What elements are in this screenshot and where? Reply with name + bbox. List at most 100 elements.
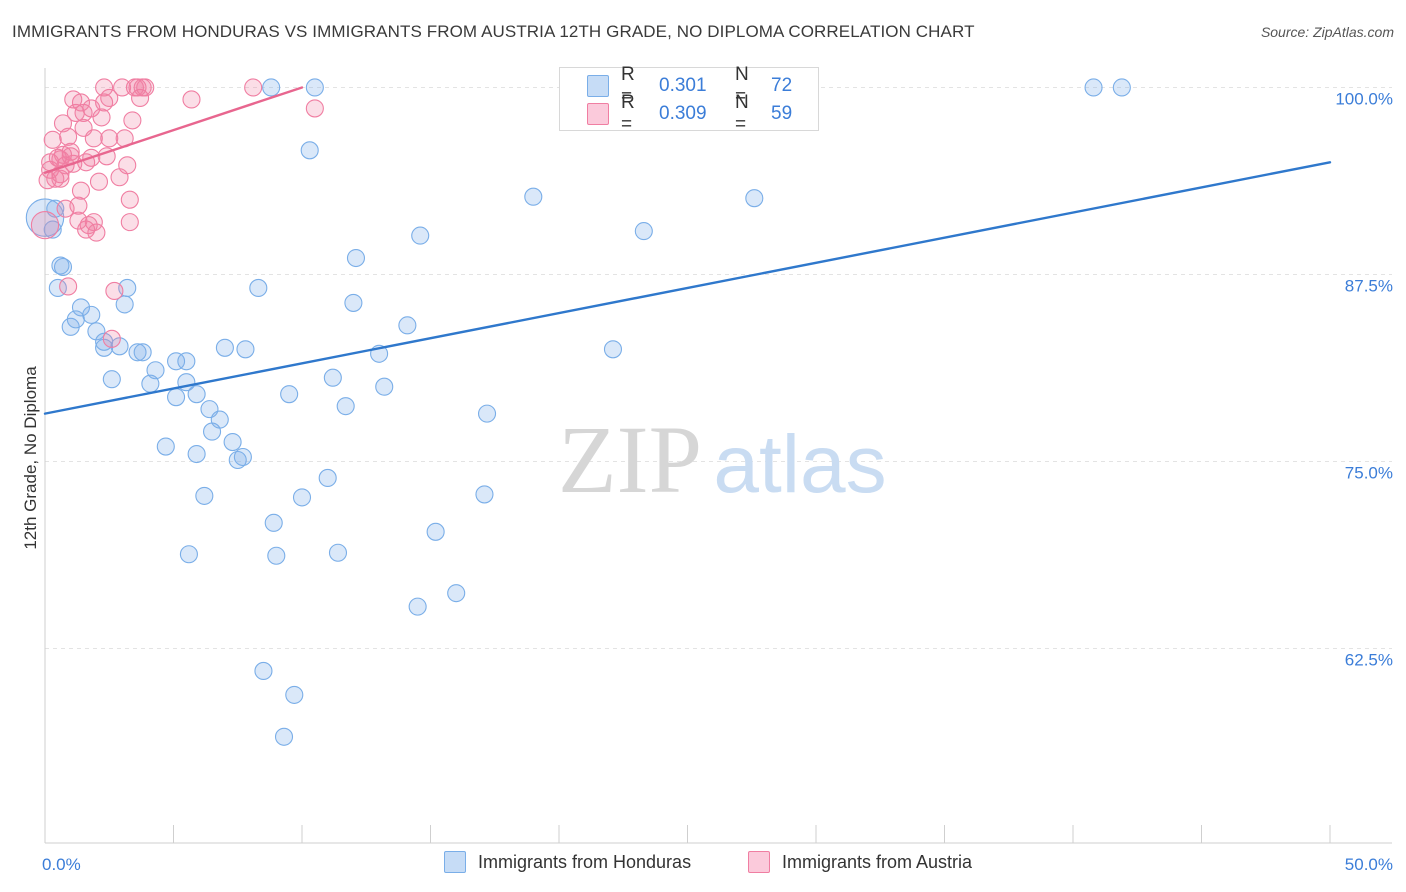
- point-honduras: [167, 388, 186, 407]
- y-tick-label: 62.5%: [1345, 651, 1393, 670]
- point-honduras: [477, 404, 497, 423]
- legend-n-label: N =: [735, 64, 749, 107]
- point-honduras: [634, 222, 653, 241]
- point-honduras: [71, 298, 91, 317]
- y-tick-label: 87.5%: [1345, 276, 1393, 295]
- point-honduras: [110, 337, 129, 356]
- point-honduras: [323, 368, 342, 387]
- point-honduras: [274, 727, 294, 746]
- point-honduras: [262, 78, 281, 97]
- point-austria: [84, 213, 103, 232]
- point-honduras: [228, 450, 247, 470]
- point-honduras: [187, 385, 206, 404]
- point-honduras: [87, 322, 106, 341]
- point-honduras: [1112, 78, 1131, 97]
- watermark-zip: ZIP: [558, 406, 702, 513]
- point-honduras: [82, 305, 101, 324]
- point-honduras: [398, 316, 417, 335]
- point-honduras: [195, 486, 214, 505]
- point-honduras: [318, 468, 337, 488]
- point-honduras: [223, 433, 242, 452]
- point-honduras: [292, 488, 312, 507]
- point-austria: [61, 142, 80, 161]
- legend-swatch-honduras: [444, 851, 466, 873]
- point-honduras: [346, 248, 366, 268]
- point-austria: [74, 103, 93, 122]
- point-honduras: [102, 370, 121, 389]
- point-austria: [128, 78, 147, 97]
- point-honduras: [215, 338, 234, 357]
- point-austria: [51, 169, 70, 188]
- point-austria: [43, 130, 62, 149]
- legend-r-label: R =: [621, 92, 635, 135]
- point-honduras: [146, 361, 165, 380]
- point-austria: [79, 216, 98, 235]
- tick-labels: 62.5% 75.0% 87.5% 100.0% 0.0% 50.0%: [42, 89, 1393, 874]
- point-honduras: [411, 226, 430, 245]
- stats-legend: R = 0.301 N = 72 R = 0.309 N = 59: [559, 64, 819, 135]
- series-honduras: [25, 78, 1131, 746]
- point-austria: [120, 213, 139, 232]
- point-honduras: [280, 385, 299, 404]
- trend-line-honduras: [43, 161, 1332, 415]
- legend-label-austria: Immigrants from Austria: [782, 851, 973, 872]
- watermark: ZIP atlas: [558, 406, 887, 513]
- point-honduras: [336, 397, 355, 416]
- point-austria: [113, 78, 132, 97]
- trend-line-austria: [43, 86, 304, 174]
- point-austria: [131, 88, 150, 108]
- point-honduras: [285, 685, 304, 704]
- point-austria: [89, 172, 109, 191]
- point-austria: [84, 129, 103, 148]
- point-austria: [92, 108, 111, 127]
- point-austria: [71, 181, 91, 200]
- point-austria: [30, 210, 60, 240]
- point-honduras: [426, 522, 445, 541]
- legend-r-label: R =: [621, 64, 635, 107]
- point-austria: [182, 90, 201, 109]
- data-points: [25, 78, 1131, 746]
- point-austria: [53, 114, 73, 133]
- x-tick-label: 50.0%: [1345, 855, 1393, 874]
- point-honduras: [210, 410, 229, 429]
- point-honduras: [51, 256, 70, 275]
- legend-item-honduras: Immigrants from Honduras: [444, 851, 691, 873]
- point-honduras: [447, 584, 466, 603]
- x-tick-label: 0.0%: [42, 855, 81, 874]
- point-honduras: [300, 141, 319, 160]
- point-honduras: [187, 444, 206, 464]
- legend-swatch-austria: [748, 851, 770, 873]
- point-honduras: [249, 278, 268, 298]
- point-honduras: [603, 340, 623, 359]
- point-honduras: [375, 377, 394, 396]
- point-austria: [244, 78, 263, 97]
- chart-title: IMMIGRANTS FROM HONDURAS VS IMMIGRANTS F…: [12, 22, 975, 41]
- point-austria: [102, 329, 121, 348]
- legend-r-value-austria: 0.309: [659, 103, 707, 124]
- y-tick-label: 75.0%: [1345, 464, 1393, 483]
- point-honduras: [328, 543, 348, 562]
- point-honduras: [264, 513, 283, 532]
- point-honduras: [344, 293, 363, 312]
- point-austria: [100, 129, 119, 148]
- point-austria: [59, 127, 78, 146]
- point-austria: [136, 78, 155, 97]
- point-austria: [305, 99, 324, 118]
- point-austria: [87, 223, 106, 242]
- point-honduras: [128, 343, 147, 362]
- point-honduras: [156, 437, 175, 456]
- legend-swatch-honduras: [587, 75, 609, 97]
- legend-n-value-austria: 59: [771, 103, 793, 124]
- point-honduras: [305, 78, 324, 97]
- point-honduras: [179, 545, 198, 564]
- point-austria: [95, 78, 114, 97]
- y-tick-label: 100.0%: [1335, 89, 1393, 108]
- y-axis-label: 12th Grade, No Diploma: [21, 366, 40, 550]
- point-austria: [123, 111, 142, 130]
- point-austria: [118, 156, 137, 175]
- point-honduras: [236, 340, 255, 359]
- series-austria: [30, 78, 324, 348]
- point-austria: [105, 281, 124, 300]
- point-honduras: [1084, 78, 1103, 97]
